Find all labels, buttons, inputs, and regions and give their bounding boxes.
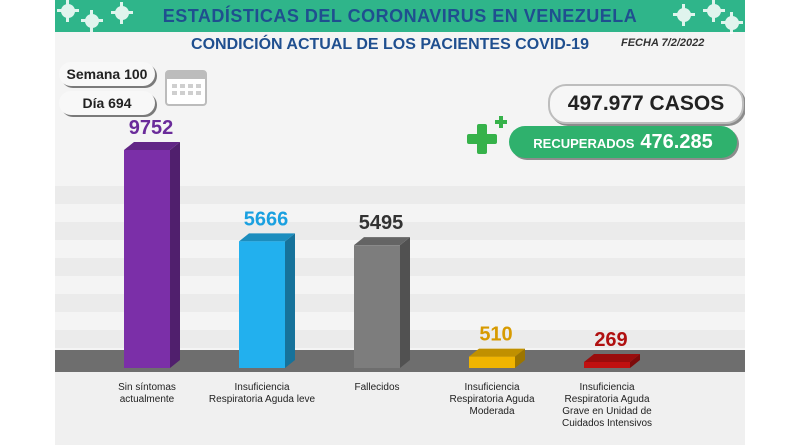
data-label: 9752	[129, 117, 174, 139]
total-cases: 497.977 CASOS	[548, 84, 744, 124]
bar-front	[469, 356, 515, 368]
coronavirus-icon	[703, 0, 725, 22]
chart-base	[55, 372, 745, 445]
bar-top	[584, 353, 640, 362]
day-badge: Día 694	[59, 91, 155, 115]
coronavirus-icon	[57, 0, 79, 22]
data-label: 5495	[359, 212, 404, 234]
calendar-icon	[165, 70, 207, 106]
data-label: 510	[479, 324, 512, 346]
plus-icon	[495, 116, 507, 128]
bar	[124, 142, 180, 368]
plus-icon	[467, 124, 497, 154]
bar	[584, 353, 640, 368]
category-label: Insuficiencia Respiratoria Aguda Moderad…	[449, 382, 535, 417]
bar	[469, 348, 525, 368]
bar-top	[469, 348, 525, 357]
grid-band	[55, 186, 745, 204]
coronavirus-icon	[81, 10, 103, 32]
bar-front	[239, 241, 285, 368]
bar-front	[354, 245, 400, 368]
category-label: Sin síntomas actualmente	[118, 382, 176, 405]
infographic: ESTADÍSTICAS DEL CORONAVIRUS EN VENEZUEL…	[55, 0, 745, 445]
recovered-value: 476.285	[640, 131, 713, 153]
bar-side	[400, 237, 410, 368]
bar-chart: 9752 5666 5495 510 269	[124, 117, 640, 368]
coronavirus-icon	[721, 12, 743, 34]
week-badge: Semana 100	[59, 62, 155, 86]
bar	[239, 233, 295, 368]
bar	[354, 237, 410, 368]
bar-top	[354, 237, 410, 246]
coronavirus-icon	[111, 2, 133, 24]
bar-side	[170, 142, 180, 368]
grid-band	[55, 222, 745, 240]
data-label: 269	[594, 329, 627, 351]
bar-side	[285, 233, 295, 368]
coronavirus-icon	[673, 4, 695, 26]
category-label: Insuficiencia Respiratoria Aguda Grave e…	[561, 382, 653, 429]
title-banner	[55, 0, 745, 34]
bar-side	[515, 348, 525, 368]
bar-top	[124, 142, 180, 150]
bar-side	[630, 353, 640, 368]
page-title: ESTADÍSTICAS DEL CORONAVIRUS EN VENEZUEL…	[162, 6, 638, 26]
bar-top	[239, 233, 295, 242]
category-label: Fallecidos	[354, 382, 400, 393]
bar-front	[124, 150, 170, 368]
bar-front	[584, 361, 630, 368]
date-label: FECHA 7/2/2022	[621, 37, 705, 49]
data-label: 5666	[244, 208, 289, 230]
chart-subtitle: CONDICIÓN ACTUAL DE LOS PACIENTES COVID-…	[191, 36, 589, 53]
recovered-badge: RECUPERADOS 476.285	[509, 126, 737, 158]
category-label: Insuficiencia Respiratoria Aguda leve	[208, 382, 316, 405]
recovered-label: RECUPERADOS	[533, 136, 635, 151]
